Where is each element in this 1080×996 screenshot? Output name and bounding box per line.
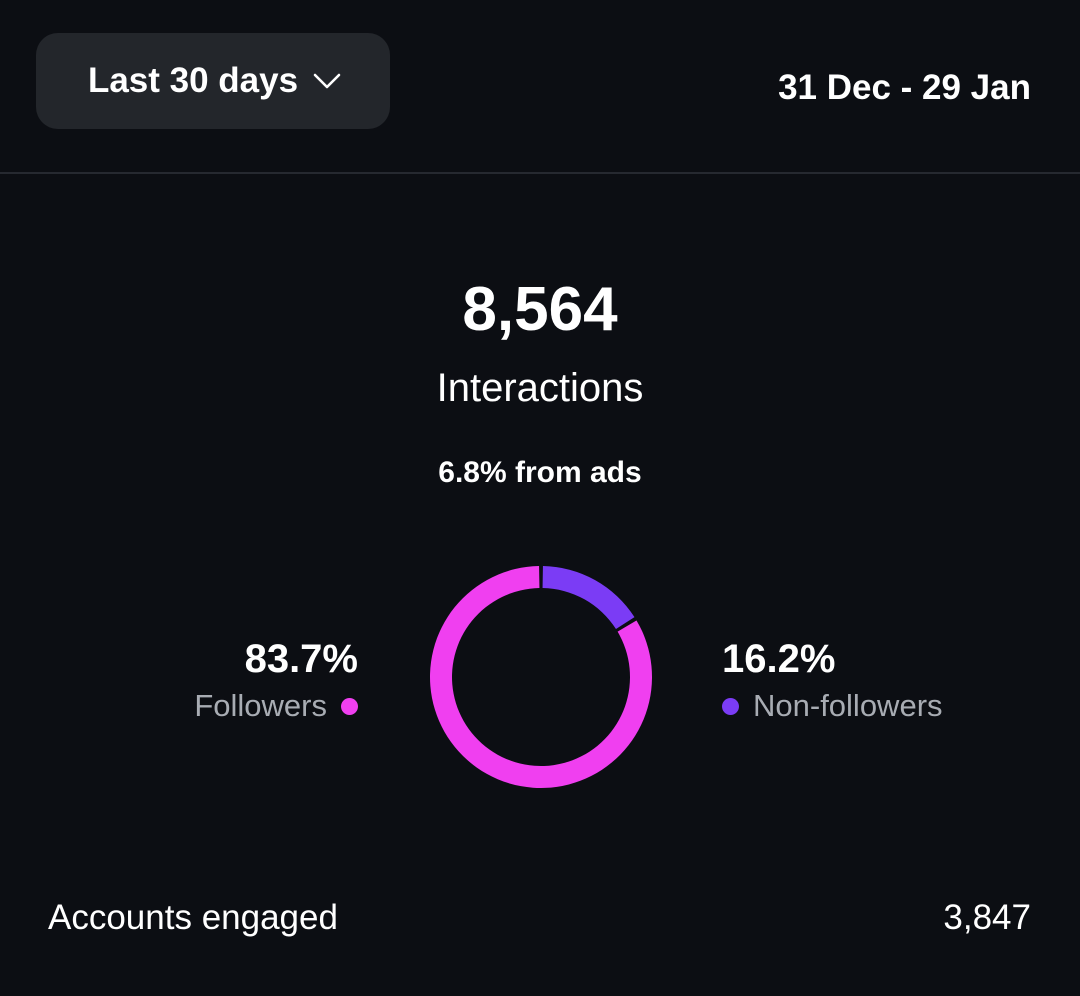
followers-percent: 83.7% — [244, 637, 358, 681]
non-followers-dot — [722, 697, 739, 715]
date-range-text: 31 Dec - 29 Jan — [778, 68, 1031, 107]
legend-non-followers: 16.2% Non-followers — [722, 636, 943, 724]
date-range-dropdown[interactable]: Last 30 days — [36, 33, 390, 129]
accounts-engaged-value: 3,847 — [943, 898, 1031, 937]
date-range-dropdown-label: Last 30 days — [87, 61, 299, 100]
accounts-engaged-label: Accounts engaged — [48, 898, 338, 937]
non-followers-percent: 16.2% — [722, 637, 836, 681]
non-followers-label: Non-followers — [753, 688, 943, 723]
ads-share-text: 6.8% from ads — [438, 456, 642, 489]
interactions-donut-chart — [430, 566, 652, 788]
non-followers-slice — [542, 566, 635, 630]
followers-label: Followers — [194, 688, 327, 723]
header-divider — [0, 172, 1080, 174]
chevron-down-icon — [313, 73, 341, 89]
followers-dot — [341, 697, 358, 715]
interactions-label: Interactions — [436, 366, 644, 410]
interactions-total: 8,564 — [462, 275, 618, 344]
legend-followers: 83.7% Followers — [194, 636, 358, 724]
